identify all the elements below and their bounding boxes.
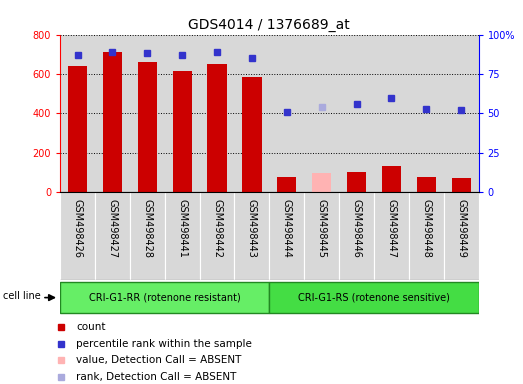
Bar (444, 192, 479, 280)
Bar (130, 192, 165, 280)
Text: GSM498426: GSM498426 (73, 199, 83, 258)
Bar (277, 177, 297, 192)
Title: GDS4014 / 1376689_at: GDS4014 / 1376689_at (188, 18, 350, 32)
Bar (269, 35, 304, 192)
Bar (173, 71, 192, 192)
Bar (269, 192, 304, 280)
Bar (165, 35, 200, 192)
Bar (103, 52, 122, 192)
Text: GSM498441: GSM498441 (177, 199, 187, 258)
Bar (444, 35, 479, 192)
Bar (60, 35, 95, 192)
Bar (208, 64, 226, 192)
Bar (409, 192, 444, 280)
Bar (451, 178, 471, 192)
Text: CRI-G1-RS (rotenone sensitive): CRI-G1-RS (rotenone sensitive) (298, 293, 450, 303)
Bar (374, 192, 409, 280)
Bar (242, 77, 262, 192)
Text: value, Detection Call = ABSENT: value, Detection Call = ABSENT (76, 356, 242, 366)
Text: GSM498449: GSM498449 (456, 199, 466, 258)
Bar (409, 35, 444, 192)
Text: rank, Detection Call = ABSENT: rank, Detection Call = ABSENT (76, 372, 236, 382)
Bar (138, 62, 157, 192)
Bar (165, 192, 200, 280)
Text: GSM498442: GSM498442 (212, 199, 222, 258)
Bar (304, 35, 339, 192)
Bar (269, 282, 479, 313)
Bar (304, 192, 339, 280)
Text: cell line: cell line (3, 291, 41, 301)
Bar (347, 172, 366, 192)
Text: GSM498445: GSM498445 (316, 199, 327, 258)
Text: GSM498446: GSM498446 (351, 199, 361, 258)
Text: GSM498427: GSM498427 (107, 199, 118, 258)
Text: GSM498443: GSM498443 (247, 199, 257, 258)
Bar (339, 35, 374, 192)
Bar (200, 35, 234, 192)
Text: CRI-G1-RR (rotenone resistant): CRI-G1-RR (rotenone resistant) (89, 293, 241, 303)
Bar (95, 35, 130, 192)
Bar (417, 177, 436, 192)
Bar (374, 35, 409, 192)
Bar (60, 192, 95, 280)
Bar (130, 35, 165, 192)
Text: GSM498444: GSM498444 (282, 199, 292, 258)
Bar (382, 166, 401, 192)
Bar (60, 282, 269, 313)
Text: count: count (76, 322, 106, 332)
Bar (234, 35, 269, 192)
Bar (200, 192, 234, 280)
Bar (339, 192, 374, 280)
Text: GSM498448: GSM498448 (421, 199, 431, 258)
Bar (95, 192, 130, 280)
Text: percentile rank within the sample: percentile rank within the sample (76, 339, 252, 349)
Bar (234, 192, 269, 280)
Bar (68, 66, 87, 192)
Bar (312, 173, 331, 192)
Text: GSM498428: GSM498428 (142, 199, 152, 258)
Text: GSM498447: GSM498447 (386, 199, 396, 258)
